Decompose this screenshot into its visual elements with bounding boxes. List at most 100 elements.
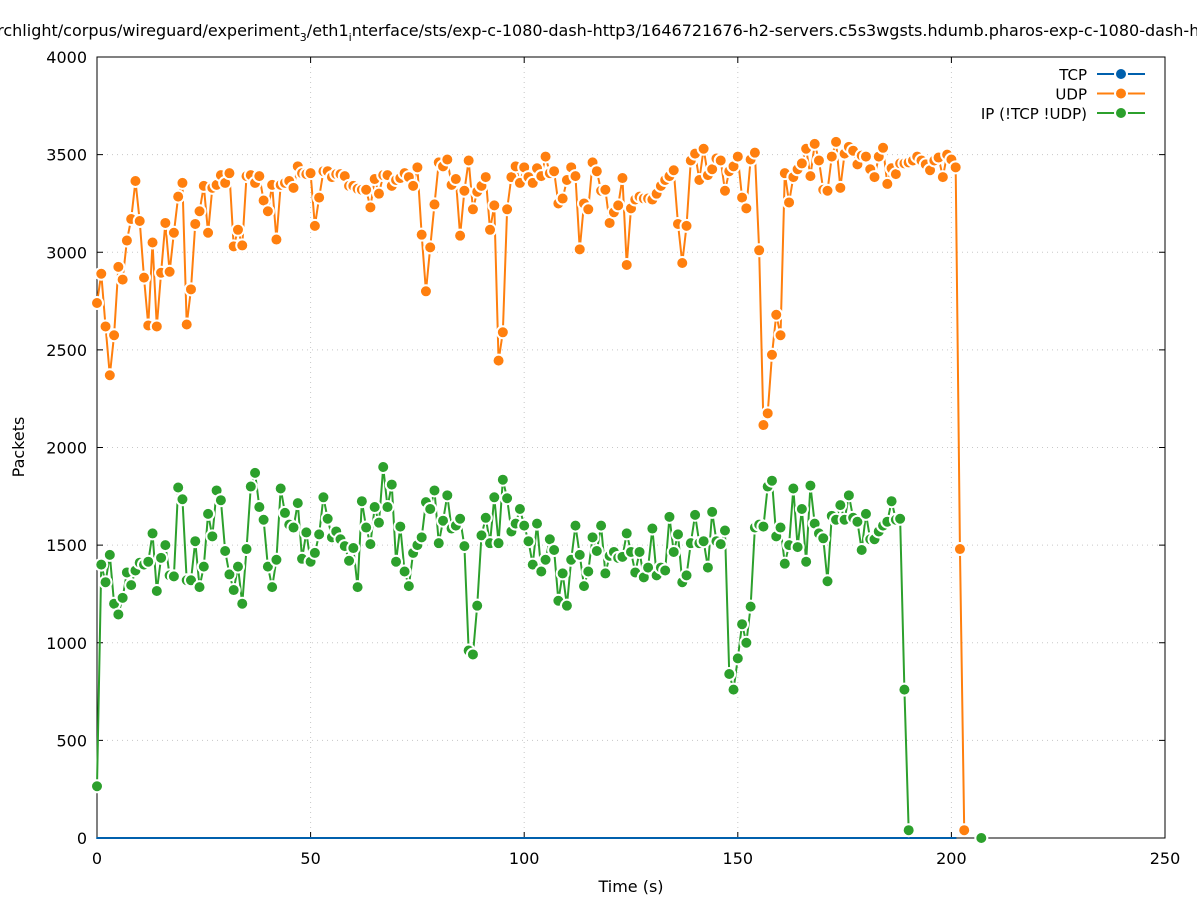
data-point: [380, 500, 395, 515]
x-tick-label: 200: [936, 849, 967, 868]
data-point: [154, 550, 169, 565]
data-point: [465, 647, 480, 662]
data-point: [299, 525, 314, 540]
x-tick-label: 0: [92, 849, 102, 868]
data-point: [670, 527, 685, 542]
data-point: [478, 510, 493, 525]
data-point: [196, 559, 211, 574]
data-point: [115, 590, 130, 605]
data-point: [265, 580, 280, 595]
data-point: [453, 511, 468, 526]
data-point: [547, 543, 562, 558]
y-tick-label: 1500: [46, 536, 87, 555]
data-point: [619, 257, 634, 272]
data-point: [188, 216, 203, 231]
data-point: [717, 183, 732, 198]
data-point: [192, 204, 207, 219]
data-point: [807, 136, 822, 151]
data-point: [363, 537, 378, 552]
data-point: [418, 284, 433, 299]
data-point: [500, 202, 515, 217]
x-tick-label: 100: [509, 849, 540, 868]
data-point: [756, 519, 771, 534]
data-point: [530, 516, 545, 531]
y-tick-label: 2000: [46, 439, 87, 458]
data-point: [346, 541, 361, 556]
data-point: [794, 156, 809, 171]
data-point: [867, 170, 882, 185]
data-point: [572, 547, 587, 562]
data-point: [166, 225, 181, 240]
data-point: [722, 666, 737, 681]
data-point: [811, 153, 826, 168]
y-tick-label: 1000: [46, 634, 87, 653]
data-point: [773, 328, 788, 343]
data-point: [611, 198, 626, 213]
data-point: [675, 255, 690, 270]
data-point: [747, 145, 762, 160]
data-point: [145, 526, 160, 541]
data-point: [854, 543, 869, 558]
data-point: [696, 534, 711, 549]
data-point: [286, 180, 301, 195]
data-point: [316, 490, 331, 505]
data-point: [764, 347, 779, 362]
data-point: [803, 478, 818, 493]
data-point: [188, 534, 203, 549]
data-point: [534, 564, 549, 579]
data-point: [858, 506, 873, 521]
data-point: [816, 531, 831, 546]
data-point: [833, 180, 848, 195]
data-point: [739, 635, 754, 650]
data-point: [645, 521, 660, 536]
data-point: [491, 353, 506, 368]
data-point: [213, 493, 228, 508]
data-point: [406, 178, 421, 193]
data-point: [354, 494, 369, 509]
data-point: [141, 554, 156, 569]
y-tick-label: 0: [77, 829, 87, 848]
data-point: [483, 222, 498, 237]
data-point: [474, 528, 489, 543]
data-point: [658, 563, 673, 578]
data-point: [568, 169, 583, 184]
data-point: [598, 566, 613, 581]
data-point: [901, 823, 916, 838]
data-point: [423, 240, 438, 255]
data-point: [98, 575, 113, 590]
data-point: [312, 190, 327, 205]
data-point: [615, 171, 630, 186]
data-point: [252, 169, 267, 184]
data-point: [538, 149, 553, 164]
data-point: [222, 166, 237, 181]
data-point: [273, 481, 288, 496]
data-point: [897, 682, 912, 697]
data-point: [465, 202, 480, 217]
data-point: [111, 259, 126, 274]
data-point: [102, 368, 117, 383]
data-point: [256, 512, 271, 527]
data-point: [790, 540, 805, 555]
data-point: [201, 506, 216, 521]
series-ip-tcp-udp: [90, 460, 989, 845]
series-tcp: [96, 837, 957, 839]
x-tick-label: 250: [1150, 849, 1181, 868]
data-point: [124, 578, 139, 593]
data-point: [688, 507, 703, 522]
data-point: [94, 557, 109, 572]
legend-label-ip-tcp-udp: IP (!TCP !UDP): [981, 105, 1087, 123]
data-point: [495, 325, 510, 340]
data-point: [393, 519, 408, 534]
data-point: [876, 140, 891, 155]
data-point: [713, 153, 728, 168]
data-point: [119, 233, 134, 248]
data-point: [226, 583, 241, 598]
data-point: [171, 189, 186, 204]
data-point: [880, 176, 895, 191]
data-point: [555, 566, 570, 581]
data-point: [726, 682, 741, 697]
data-point: [376, 460, 391, 475]
data-point: [269, 232, 284, 247]
data-point: [222, 567, 237, 582]
